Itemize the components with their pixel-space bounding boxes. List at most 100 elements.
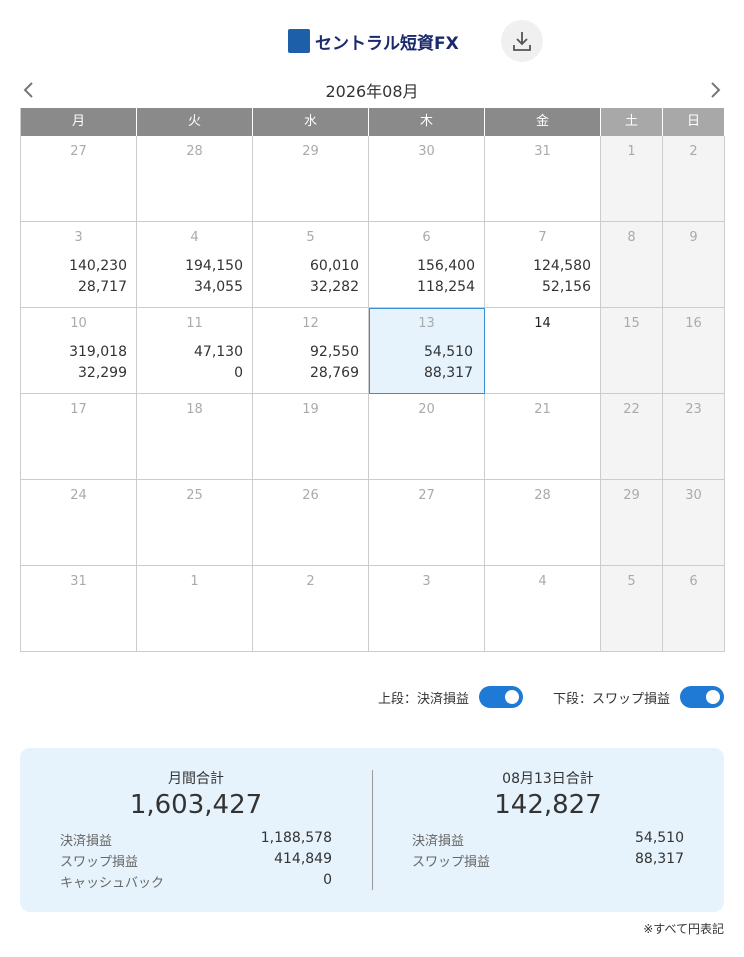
day-cell[interactable]: 28: [137, 136, 253, 222]
day-cell[interactable]: 17: [21, 394, 137, 480]
summary-row-label: 決済損益: [60, 834, 113, 849]
day-cell[interactable]: 2: [663, 136, 725, 222]
summary-row-label: 決済損益: [412, 834, 465, 849]
day-cell[interactable]: 21: [485, 394, 601, 480]
day-cell[interactable]: 31: [485, 136, 601, 222]
day-number: 5: [627, 574, 636, 589]
download-icon: [513, 32, 531, 51]
day-cell[interactable]: 6 156,400 118,254: [369, 222, 485, 308]
weekday-header: 水: [253, 108, 369, 136]
upper-value: 124,580: [533, 258, 591, 274]
day-number: 27: [418, 488, 435, 503]
download-button[interactable]: [501, 20, 543, 62]
day-number: 3: [422, 574, 431, 589]
day-number: 9: [689, 230, 698, 245]
day-cell[interactable]: 3: [369, 566, 485, 652]
day-cell[interactable]: 4 194,150 34,055: [137, 222, 253, 308]
day-number: 22: [623, 402, 640, 417]
day-number: 6: [422, 230, 431, 245]
day-number: 4: [538, 574, 547, 589]
toggle-label: 下段：スワップ損益: [553, 691, 671, 707]
day-number: 31: [70, 574, 87, 589]
day-cell[interactable]: 30: [369, 136, 485, 222]
day-cell[interactable]: 10 319,018 32,299: [21, 308, 137, 394]
day-cell[interactable]: 19: [253, 394, 369, 480]
day-cell[interactable]: 1: [601, 136, 663, 222]
summary-row-value: 0: [323, 872, 332, 888]
prev-month[interactable]: [20, 80, 38, 100]
summary-row-value: 54,510: [635, 830, 684, 846]
day-number: 30: [685, 488, 702, 503]
day-cell[interactable]: 7 124,580 52,156: [485, 222, 601, 308]
day-cell[interactable]: 30: [663, 480, 725, 566]
day-cell[interactable]: 11 47,130 0: [137, 308, 253, 394]
upper-value: 92,550: [310, 344, 359, 360]
day-cell[interactable]: 5: [601, 566, 663, 652]
lower-value: 88,317: [424, 365, 473, 381]
day-cell[interactable]: 6: [663, 566, 725, 652]
summary-title: 月間合計: [168, 771, 224, 787]
day-cell[interactable]: 22: [601, 394, 663, 480]
day-cell[interactable]: 20: [369, 394, 485, 480]
weekday-header: 木: [369, 108, 485, 136]
logo-mark: [288, 29, 310, 53]
day-cell[interactable]: 31: [21, 566, 137, 652]
day-cell[interactable]: 3 140,230 28,717: [21, 222, 137, 308]
summary-row-label: スワップ損益: [412, 855, 491, 870]
upper-value: 47,130: [194, 344, 243, 360]
day-cell[interactable]: 29: [601, 480, 663, 566]
day-cell[interactable]: 4: [485, 566, 601, 652]
day-cell[interactable]: 29: [253, 136, 369, 222]
day-cell[interactable]: 12 92,550 28,769: [253, 308, 369, 394]
day-cell[interactable]: 16: [663, 308, 725, 394]
day-cell[interactable]: 24: [21, 480, 137, 566]
upper-value: 319,018: [69, 344, 127, 360]
divider: [372, 770, 373, 890]
summary-row-value: 1,188,578: [260, 830, 332, 846]
logo-text: セントラル短資FX: [315, 33, 459, 54]
day-cell[interactable]: 27: [369, 480, 485, 566]
day-cell[interactable]: 25: [137, 480, 253, 566]
day-cell[interactable]: 26: [253, 480, 369, 566]
day-number: 28: [534, 488, 551, 503]
day-number: 19: [302, 402, 319, 417]
day-cell[interactable]: 9: [663, 222, 725, 308]
day-cell[interactable]: 1: [137, 566, 253, 652]
summary-title[interactable]: 08月13日合計: [502, 771, 594, 787]
weekday-header: 土: [601, 108, 663, 136]
day-cell[interactable]: 13 54,510 88,317: [369, 308, 485, 394]
upper-value: 60,010: [310, 258, 359, 274]
day-number: 7: [538, 230, 547, 245]
lower-value: 0: [234, 365, 243, 381]
day-number: 6: [689, 574, 698, 589]
day-cell[interactable]: 2: [253, 566, 369, 652]
day-number: 2: [689, 144, 698, 159]
day-cell[interactable]: 8: [601, 222, 663, 308]
day-cell[interactable]: 14: [485, 308, 601, 394]
weekday-header: 月: [21, 108, 137, 136]
day-number: 13: [418, 316, 435, 331]
weekday-header: 日: [663, 108, 725, 136]
toggle-switch[interactable]: [479, 686, 524, 708]
logo[interactable]: セントラル短資FX: [288, 28, 459, 54]
day-number: 26: [302, 488, 319, 503]
day-cell[interactable]: 23: [663, 394, 725, 480]
lower-value: 32,299: [78, 365, 127, 381]
day-cell[interactable]: 5 60,010 32,282: [253, 222, 369, 308]
lower-value: 34,055: [194, 279, 243, 295]
lower-value: 52,156: [542, 279, 591, 295]
next-month[interactable]: [706, 80, 724, 100]
lower-value: 118,254: [417, 279, 475, 295]
day-number: 12: [302, 316, 319, 331]
toggle-label: 上段：決済損益: [378, 691, 470, 707]
month-title: 2026年08月: [325, 82, 419, 101]
toggle: 下段：スワップ損益: [553, 686, 725, 708]
toggle-switch[interactable]: [680, 686, 725, 708]
day-cell[interactable]: 15: [601, 308, 663, 394]
day-cell[interactable]: 28: [485, 480, 601, 566]
lower-value: 32,282: [310, 279, 359, 295]
day-cell[interactable]: 27: [21, 136, 137, 222]
day-cell[interactable]: 18: [137, 394, 253, 480]
summary: 月間合計 1,603,427 決済損益 1,188,578 スワップ損益 414,849 キ…: [20, 748, 724, 912]
